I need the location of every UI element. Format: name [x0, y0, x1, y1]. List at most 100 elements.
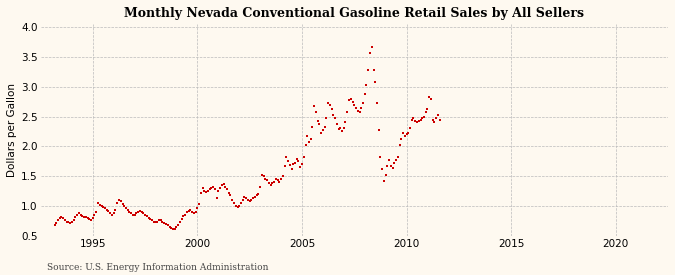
Point — [77, 213, 88, 218]
Point — [347, 100, 358, 104]
Point — [61, 219, 72, 224]
Point — [154, 218, 165, 223]
Point — [331, 122, 342, 127]
Point — [421, 110, 431, 114]
Point — [197, 186, 208, 190]
Point — [76, 212, 86, 217]
Point — [141, 213, 152, 218]
Point — [283, 158, 294, 163]
Point — [82, 216, 93, 220]
Point — [120, 206, 131, 210]
Point — [169, 227, 180, 231]
Point — [307, 125, 318, 130]
Point — [300, 143, 311, 147]
Point — [326, 107, 337, 112]
Point — [329, 116, 340, 120]
Point — [78, 215, 89, 219]
Point — [313, 119, 323, 123]
Point — [86, 218, 97, 222]
Point — [389, 161, 400, 165]
Point — [392, 155, 403, 159]
Point — [108, 211, 119, 215]
Point — [316, 131, 327, 136]
Point — [115, 199, 126, 204]
Point — [67, 220, 78, 224]
Point — [275, 177, 286, 181]
Point — [97, 204, 107, 208]
Point — [185, 208, 196, 213]
Point — [356, 106, 367, 110]
Point — [241, 196, 252, 200]
Point — [161, 222, 171, 226]
Point — [146, 218, 157, 223]
Point — [385, 164, 396, 168]
Point — [204, 187, 215, 191]
Point — [70, 215, 81, 219]
Point — [434, 118, 445, 122]
Point — [122, 208, 133, 212]
Point — [317, 128, 328, 133]
Point — [213, 189, 223, 193]
Point — [133, 209, 144, 214]
Point — [232, 205, 243, 210]
Point — [298, 155, 309, 159]
Point — [279, 164, 290, 168]
Title: Monthly Nevada Conventional Gasoline Retail Sales by All Sellers: Monthly Nevada Conventional Gasoline Ret… — [124, 7, 585, 20]
Point — [304, 140, 315, 144]
Point — [405, 126, 416, 131]
Point — [236, 201, 246, 205]
Point — [101, 208, 112, 212]
Point — [426, 96, 437, 101]
Point — [253, 191, 264, 196]
Point — [173, 223, 184, 227]
Point — [382, 164, 393, 168]
Point — [325, 102, 335, 107]
Point — [117, 202, 128, 206]
Point — [164, 225, 175, 229]
Point — [140, 212, 151, 217]
Point — [159, 221, 169, 225]
Point — [131, 211, 142, 216]
Point — [349, 102, 360, 107]
Point — [380, 173, 391, 177]
Point — [398, 131, 408, 136]
Point — [227, 198, 238, 202]
Point — [417, 116, 428, 120]
Point — [248, 196, 259, 200]
Point — [370, 80, 381, 85]
Point — [391, 158, 402, 162]
Point — [166, 226, 177, 230]
Point — [361, 83, 372, 88]
Point — [284, 163, 295, 167]
Point — [305, 137, 316, 141]
Point — [80, 215, 91, 219]
Point — [98, 205, 109, 210]
Point — [138, 211, 148, 215]
Point — [136, 209, 147, 214]
Point — [56, 215, 67, 219]
Point — [196, 191, 207, 195]
Point — [95, 203, 105, 207]
Point — [408, 116, 419, 120]
Point — [350, 106, 361, 110]
Point — [239, 195, 250, 199]
Point — [418, 114, 429, 119]
Point — [92, 201, 103, 205]
Point — [367, 44, 377, 49]
Point — [384, 158, 395, 162]
Point — [55, 216, 65, 220]
Point — [319, 125, 330, 130]
Point — [65, 221, 76, 226]
Point — [223, 191, 234, 195]
Point — [263, 181, 274, 185]
Point — [211, 196, 222, 200]
Point — [206, 186, 217, 190]
Point — [145, 216, 156, 221]
Point — [431, 116, 441, 120]
Point — [424, 95, 435, 100]
Point — [277, 174, 288, 178]
Point — [112, 201, 123, 205]
Point — [427, 118, 438, 122]
Point — [150, 220, 161, 224]
Point — [225, 193, 236, 198]
